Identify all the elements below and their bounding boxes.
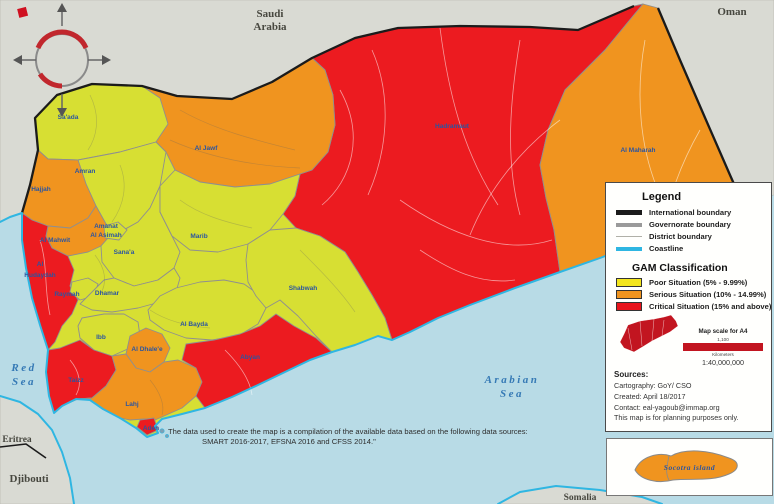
label-shabwah: Shabwah <box>289 285 318 292</box>
label-djibouti: Djibouti <box>9 473 48 485</box>
label-somalia: Somalia <box>564 493 597 503</box>
small-islands <box>165 434 169 438</box>
label-hadramaut: Hadramaut <box>435 123 470 130</box>
coastline-africa <box>0 395 75 504</box>
data-source-note: The data used to create the map is a com… <box>168 427 618 448</box>
scale-ratio: 1:40,000,000 <box>702 358 744 367</box>
map-scale: Map scale for A4 1,100 Kilometers 1:40,0… <box>681 328 765 367</box>
scale-bar <box>683 343 763 351</box>
legend-panel: Legend International boundary Governorat… <box>605 182 772 432</box>
gam-classification-title: GAM Classification <box>632 262 728 274</box>
disclaimer: This map is for planning purposes only. <box>614 413 739 423</box>
gam-row-poor: Poor Situation (5% - 9.99%) <box>616 278 765 287</box>
governorate-dhamar <box>79 267 181 313</box>
international-boundary-oman <box>656 7 740 194</box>
source-contact: Contact: eal-yagoub@immap.org <box>614 402 720 412</box>
gam-row-critical: Critical Situation (15% and above) <box>616 302 771 311</box>
small-islands <box>159 428 165 434</box>
label-abyan: Abyan <box>240 354 260 361</box>
legend-title: Legend <box>642 191 682 203</box>
label-saudi-arabia: Saudi <box>257 8 284 20</box>
gam-row-serious: Serious Situation (10% - 14.99%) <box>616 290 767 299</box>
label-red-sea: Red <box>10 362 36 374</box>
sources-block: Sources: Cartography: GoY/ CSO Created: … <box>614 369 765 424</box>
legend-label: Poor Situation (5% - 9.99%) <box>649 278 748 287</box>
coastline-somalia <box>497 485 663 504</box>
label-oman: Oman <box>717 6 746 18</box>
socotra-island-shape <box>634 450 738 483</box>
label-raymah: Raymah <box>54 291 79 298</box>
label-aden: Aden <box>143 425 159 432</box>
district-boundaries <box>39 27 701 416</box>
governorate-amanat-al-asimah <box>103 221 128 241</box>
international-boundary-saudi <box>20 4 635 214</box>
label-sanaa: Sana'a <box>114 249 135 256</box>
label-al-mahwit: Al Mahwit <box>40 237 71 244</box>
legend-row-governorate: Governorate boundary <box>616 220 765 229</box>
label-hajjah: Hajjah <box>31 186 51 193</box>
coastline-swatch <box>616 246 642 251</box>
legend-label: District boundary <box>649 232 712 241</box>
scale-tick: 1,100 <box>717 337 729 342</box>
scale-block: Map scale for A4 1,100 Kilometers 1:40,0… <box>612 314 765 367</box>
label-amran: Amran <box>75 168 96 175</box>
label-marib: Marib <box>190 233 207 240</box>
legend-row-district: District boundary <box>616 232 765 241</box>
label-al-dhalee: Al Dhale'e <box>131 346 163 353</box>
label-red-sea: Sea <box>12 376 36 388</box>
label-al-bayda: Al Bayda <box>180 321 208 328</box>
scale-unit: Kilometers <box>712 352 734 357</box>
label-al-maharah: Al Maharah <box>620 147 655 154</box>
critical-situation-swatch <box>616 302 642 311</box>
source-created: Created: April 18/2017 <box>614 391 686 401</box>
legend-label: International boundary <box>649 208 732 217</box>
legend-row-international: International boundary <box>616 208 765 217</box>
label-dhamar: Dhamar <box>95 290 120 297</box>
governorate-lahj <box>77 353 203 421</box>
international-boundary-eritrea-djibouti <box>0 443 47 459</box>
label-saada: Sa'ada <box>58 114 79 121</box>
label-al-hudaydah: Al <box>37 261 44 268</box>
label-al-hudaydah: Hudaydah <box>24 272 55 279</box>
governorate-boundary-swatch <box>616 222 642 227</box>
district-boundary-swatch <box>616 236 642 237</box>
socotra-inset: Socotra island <box>606 438 773 496</box>
scale-title: Map scale for A4 <box>698 328 748 335</box>
label-amanat-al-asimah: Amanat <box>94 223 119 230</box>
legend-label: Critical Situation (15% and above) <box>649 302 772 311</box>
label-arabian-sea: Arabian <box>484 374 540 386</box>
label-eritrea: Eritrea <box>2 435 32 445</box>
label-socotra: Socotra island <box>663 463 716 472</box>
yemen-minimap-icon <box>619 314 679 353</box>
note-line2: SMART 2016-2017, EFSNA 2016 and CFSS 201… <box>202 437 376 447</box>
label-saudi-arabia: Arabia <box>254 21 288 33</box>
legend-label: Coastline <box>649 244 684 253</box>
legend-row-coastline: Coastline <box>616 244 765 253</box>
legend-label: Serious Situation (10% - 14.99%) <box>649 290 767 299</box>
note-line1: The data used to create the map is a com… <box>168 427 528 436</box>
label-al-jawf: Al Jawf <box>195 145 219 152</box>
label-lahj: Lahj <box>125 401 139 408</box>
label-arabian-sea: Sea <box>500 388 524 400</box>
label-amanat-al-asimah: Al Asimah <box>90 232 122 239</box>
source-cartography: Cartography: GoY/ CSO <box>614 381 692 390</box>
coastline-yemen <box>0 192 739 438</box>
governorate-aden <box>136 417 159 436</box>
legend-label: Governorate boundary <box>649 220 731 229</box>
poor-situation-swatch <box>616 278 642 287</box>
international-boundary-swatch <box>616 210 642 215</box>
serious-situation-swatch <box>616 290 642 299</box>
label-taizz: Taizz <box>68 377 84 384</box>
label-ibb: Ibb <box>96 334 106 341</box>
compass-rose-icon <box>13 3 111 117</box>
sources-label: Sources: <box>614 370 649 379</box>
